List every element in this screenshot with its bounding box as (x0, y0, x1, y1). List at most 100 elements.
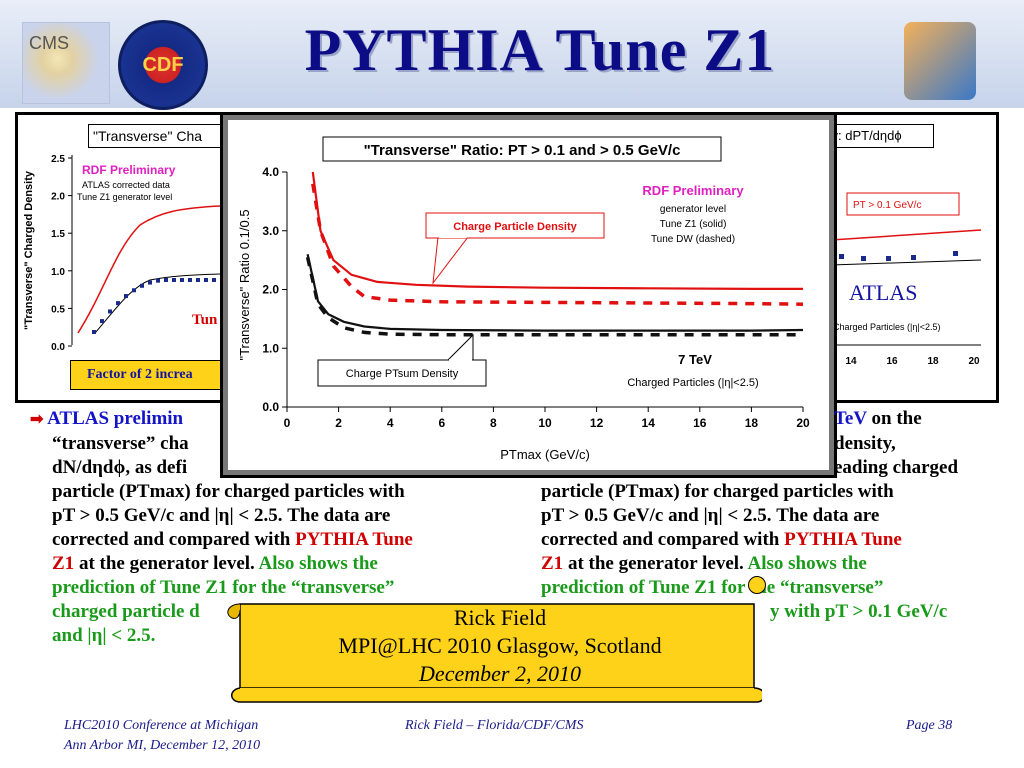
main-chart-axes: 0.0 1.0 2.0 3.0 4.0 0 2 4 6 8 10 12 14 16 18 20 (262, 165, 810, 430)
left-chart-marker (100, 319, 104, 324)
main-chart-dashed-label: Tune DW (dashed) (651, 234, 735, 245)
footer-left2: Ann Arbor MI, December 12, 2010 (64, 738, 261, 753)
scroll-line3: December 2, 2010 (419, 661, 581, 686)
main-chart-xtick-label: 2 (335, 416, 342, 430)
main-chart-xtick-label: 16 (693, 416, 707, 430)
main-chart-xtick-label: 6 (438, 416, 445, 430)
scroll-line1: Rick Field (453, 605, 547, 630)
text-left-l6a: corrected and compared with (52, 529, 296, 550)
ptsum-callout-text: Charge PTsum Density (346, 368, 459, 380)
right-chart-black-line (831, 259, 982, 266)
left-chart-marker (180, 278, 184, 282)
right-chart-pt-label: PT > 0.1 GeV/c (853, 200, 921, 211)
left-chart-sub1: ATLAS corrected data (82, 180, 170, 190)
text-left-l7c: Also shows the (258, 553, 378, 574)
left-chart-prelim: RDF Preliminary (82, 163, 176, 177)
factor-note: Factor of 2 increa (70, 360, 222, 390)
right-chart-xtick-label: 16 (886, 356, 898, 367)
left-chart-marker (172, 278, 176, 282)
main-chart-ytick-label: 1.0 (262, 341, 279, 355)
right-chart-marker (886, 256, 891, 261)
text-right-l9: y with pT > 0.1 GeV/c (770, 601, 948, 622)
main-chart-series-2 (311, 183, 804, 306)
density-callout (425, 212, 605, 239)
text-left-l9: charged particle d (52, 601, 200, 622)
main-chart-xtick-label: 0 (284, 416, 291, 430)
arrow-bullet-icon: ➡ (30, 411, 44, 428)
right-chart-charged: Charged Particles (|η|<2.5) (833, 322, 940, 332)
main-chart: "Transverse" Ratio: PT > 0.1 and > 0.5 G… (237, 136, 810, 462)
left-chart: "Transverse" Charged Density 2.5 2.0 1.5 1.… (23, 154, 220, 353)
left-chart-ytick-label: 0.5 (51, 304, 65, 315)
main-chart-xtick-label: 12 (590, 416, 604, 430)
text-right-l5: pT > 0.5 GeV/c and |η| < 2.5. The data a… (541, 505, 880, 526)
text-left-l7b: at the generator level. (74, 553, 259, 574)
main-chart-ytick-label: 3.0 (262, 224, 279, 238)
left-chart-marker (124, 294, 128, 299)
ptsum-callout (317, 359, 487, 387)
main-chart-series-4 (305, 256, 803, 337)
right-chart-marker (953, 251, 958, 256)
density-callout-text: Charge Particle Density (453, 221, 577, 233)
left-chart-marker (108, 309, 112, 314)
main-chart-series (305, 171, 804, 337)
left-chart-ylabel: "Transverse" Charged Density (23, 170, 35, 330)
main-chart-charged: Charged Particles (|η|<2.5) (627, 377, 758, 389)
text-left-l6: corrected and compared with PYTHIA Tune (52, 528, 413, 552)
main-chart-title: "Transverse" Ratio: PT > 0.1 and > 0.5 G… (364, 142, 681, 159)
main-chart-xtick-label: 20 (796, 416, 810, 430)
main-chart-frame (220, 112, 837, 478)
text-left-line1: ➡ ATLAS prelimin (30, 407, 250, 432)
main-chart-xlabel: PTmax (GeV/c) (500, 447, 590, 462)
scroll-curl-bottom (231, 687, 762, 703)
text-right-l6a: corrected and compared with (541, 529, 785, 550)
left-chart-ytick-label: 1.0 (51, 267, 65, 278)
main-chart-gen: generator level (660, 204, 726, 215)
text-right-l2: density, (834, 433, 896, 454)
text-right-l1b: on the (866, 408, 922, 429)
text-right-l7c: Also shows the (747, 553, 867, 574)
text-right-l7: Z1 at the generator level. Also shows th… (541, 552, 867, 576)
text-left-l10: and |η| < 2.5. (52, 625, 156, 646)
scroll-curl-top (227, 603, 241, 619)
main-chart-prelim: RDF Preliminary (642, 183, 744, 198)
left-chart-ytick-label: 0.0 (51, 342, 65, 353)
text-left-l2: “transverse” cha (52, 433, 189, 454)
cms-logo-text: CMS (29, 33, 69, 53)
right-chart-xticks: 14 16 18 20 (845, 356, 980, 367)
main-chart-xtick-label: 18 (745, 416, 759, 430)
left-chart-title: "Transverse" Cha (88, 124, 232, 148)
text-left-l3: dN/dηdϕ, as defi (52, 457, 188, 478)
left-chart-marker (164, 278, 168, 282)
right-chart-pt-box (846, 192, 960, 216)
footer-page: Page 38 (906, 718, 953, 733)
text-right-l7b: at the generator level. (563, 553, 748, 574)
text-left-l8: prediction of Tune Z1 for the “transvers… (52, 577, 395, 598)
left-chart-ytick-label: 2.5 (51, 154, 65, 165)
density-callout-pointer (432, 236, 470, 285)
left-chart-sub2: Tune Z1 generator level (77, 192, 172, 202)
text-right-l6: corrected and compared with PYTHIA Tune (541, 528, 902, 552)
cdf-logo-text: CDF (142, 54, 184, 76)
left-chart-marker (196, 278, 200, 282)
ptsum-callout-pointer (446, 333, 474, 361)
text-left-l1a: ATLAS prelimin (47, 408, 184, 429)
speaker-scroll (227, 603, 762, 703)
left-chart-marker (156, 278, 160, 283)
slide-title: PYTHIA Tune Z1 (304, 17, 776, 83)
right-chart: PT > 0.1 GeV/c ATLAS Charged Particles (… (831, 192, 982, 367)
right-chart-marker (839, 254, 844, 259)
text-right-l8: prediction of Tune Z1 for the “transvers… (541, 577, 884, 598)
left-chart-yticks: 2.5 2.0 1.5 1.0 0.5 0.0 (51, 154, 72, 353)
left-chart-red-curve (77, 205, 220, 334)
right-chart-xtick-label: 14 (845, 356, 857, 367)
main-chart-ylabel: "Transverse" Ratio 0.1/0.5 (237, 209, 252, 360)
left-chart-marker (148, 280, 152, 285)
mpi-logo (904, 22, 976, 100)
main-chart-xtick-label: 14 (642, 416, 656, 430)
text-right-l6b: PYTHIA Tune (784, 529, 902, 550)
footer-left1: LHC2010 Conference at Michigan (64, 718, 259, 733)
main-chart-series-3 (306, 254, 804, 332)
left-chart-tune-label: Tun (192, 312, 218, 328)
right-chart-red-line (831, 229, 982, 241)
